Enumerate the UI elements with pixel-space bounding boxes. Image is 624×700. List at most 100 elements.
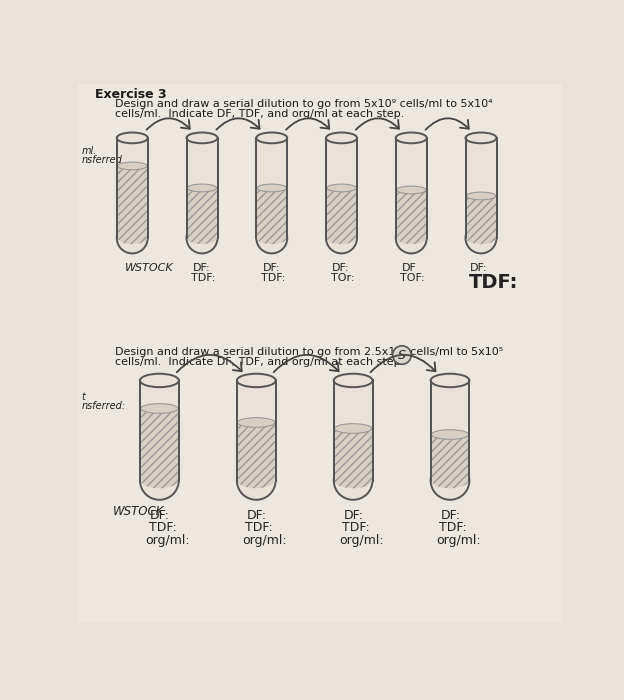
Text: TDF:: TDF: — [245, 521, 273, 533]
Text: nsferred: nsferred — [82, 155, 123, 164]
Text: TDF:: TDF: — [149, 521, 176, 533]
FancyBboxPatch shape — [334, 428, 372, 480]
Text: org/ml:: org/ml: — [436, 533, 480, 547]
Text: nsferred:: nsferred: — [82, 401, 126, 411]
FancyArrowPatch shape — [147, 118, 190, 130]
FancyBboxPatch shape — [140, 381, 178, 480]
FancyArrowPatch shape — [217, 118, 260, 130]
Ellipse shape — [327, 232, 356, 244]
Text: WSTOCK: WSTOCK — [113, 505, 164, 518]
FancyBboxPatch shape — [117, 138, 148, 238]
FancyBboxPatch shape — [256, 138, 287, 238]
Ellipse shape — [140, 374, 178, 387]
Ellipse shape — [466, 192, 495, 199]
Ellipse shape — [237, 461, 276, 500]
Text: cells/ml.  Indicate DF, TDF, and org/ml at each step.: cells/ml. Indicate DF, TDF, and org/ml a… — [115, 357, 404, 368]
Text: DF:: DF: — [193, 262, 210, 272]
FancyBboxPatch shape — [78, 84, 562, 623]
FancyBboxPatch shape — [396, 138, 427, 238]
Ellipse shape — [187, 223, 218, 253]
Text: DF:: DF: — [247, 509, 267, 522]
FancyBboxPatch shape — [257, 188, 286, 238]
Ellipse shape — [257, 184, 286, 192]
FancyBboxPatch shape — [431, 381, 469, 480]
Text: Exercise 3: Exercise 3 — [95, 88, 167, 101]
FancyBboxPatch shape — [117, 166, 147, 238]
Text: cells/ml.  Indicate DF, TDF, and org/ml at each step.: cells/ml. Indicate DF, TDF, and org/ml a… — [115, 108, 404, 118]
Ellipse shape — [327, 184, 356, 192]
Ellipse shape — [256, 132, 287, 144]
Ellipse shape — [117, 162, 147, 170]
Text: Design and draw a serial dilution to go from 5x10⁹ cells/ml to 5x10⁴: Design and draw a serial dilution to go … — [115, 99, 493, 108]
Text: TDF:: TDF: — [469, 274, 518, 293]
Ellipse shape — [238, 418, 275, 427]
FancyBboxPatch shape — [326, 138, 357, 238]
Ellipse shape — [396, 132, 427, 144]
Text: TDF:: TDF: — [439, 521, 467, 533]
Ellipse shape — [140, 461, 178, 500]
FancyArrowPatch shape — [371, 355, 436, 372]
Ellipse shape — [334, 424, 372, 433]
FancyBboxPatch shape — [238, 423, 275, 480]
Text: WSTOCK: WSTOCK — [125, 262, 173, 272]
Text: DF:: DF: — [263, 262, 280, 272]
Ellipse shape — [141, 404, 178, 413]
Ellipse shape — [237, 374, 276, 387]
Ellipse shape — [187, 184, 217, 192]
Ellipse shape — [431, 430, 469, 440]
Ellipse shape — [334, 461, 373, 500]
Ellipse shape — [187, 232, 217, 244]
Ellipse shape — [117, 132, 148, 144]
Text: org/ml:: org/ml: — [145, 533, 190, 547]
FancyArrowPatch shape — [274, 355, 339, 372]
Text: S: S — [398, 349, 406, 361]
FancyBboxPatch shape — [187, 188, 217, 238]
Text: TOF:: TOF: — [401, 274, 425, 284]
Ellipse shape — [187, 132, 218, 144]
FancyArrowPatch shape — [426, 118, 469, 130]
Ellipse shape — [466, 223, 497, 253]
Ellipse shape — [256, 223, 287, 253]
Text: TDF:: TDF: — [191, 274, 215, 284]
Ellipse shape — [466, 232, 495, 244]
Text: ml.: ml. — [82, 146, 97, 155]
Ellipse shape — [396, 223, 427, 253]
Ellipse shape — [117, 232, 147, 244]
Ellipse shape — [431, 473, 469, 489]
Text: DF:: DF: — [441, 509, 461, 522]
Text: t: t — [82, 392, 85, 402]
FancyBboxPatch shape — [334, 381, 373, 480]
Text: TDF:: TDF: — [261, 274, 285, 284]
FancyArrowPatch shape — [286, 118, 329, 130]
FancyBboxPatch shape — [431, 435, 469, 480]
Circle shape — [392, 346, 411, 364]
Ellipse shape — [431, 374, 469, 387]
Ellipse shape — [326, 223, 357, 253]
FancyArrowPatch shape — [177, 355, 241, 372]
Ellipse shape — [334, 473, 372, 489]
Text: org/ml:: org/ml: — [242, 533, 287, 547]
Text: TDF:: TDF: — [343, 521, 370, 533]
FancyBboxPatch shape — [466, 138, 497, 238]
Ellipse shape — [117, 223, 148, 253]
Ellipse shape — [238, 473, 275, 489]
FancyBboxPatch shape — [327, 188, 356, 238]
Text: DF:: DF: — [470, 262, 488, 272]
Ellipse shape — [396, 186, 426, 194]
Text: DF:: DF: — [344, 509, 364, 522]
Text: DF:: DF: — [150, 509, 170, 522]
FancyBboxPatch shape — [396, 190, 426, 238]
Ellipse shape — [431, 461, 469, 500]
FancyArrowPatch shape — [356, 118, 399, 130]
FancyBboxPatch shape — [237, 381, 276, 480]
Ellipse shape — [466, 132, 497, 144]
Text: DF:: DF: — [332, 262, 350, 272]
Text: DF: DF — [402, 262, 417, 272]
Ellipse shape — [141, 473, 178, 489]
FancyBboxPatch shape — [466, 196, 495, 238]
FancyBboxPatch shape — [141, 409, 178, 480]
Ellipse shape — [257, 232, 286, 244]
FancyBboxPatch shape — [187, 138, 218, 238]
Ellipse shape — [396, 232, 426, 244]
Text: org/ml:: org/ml: — [339, 533, 384, 547]
